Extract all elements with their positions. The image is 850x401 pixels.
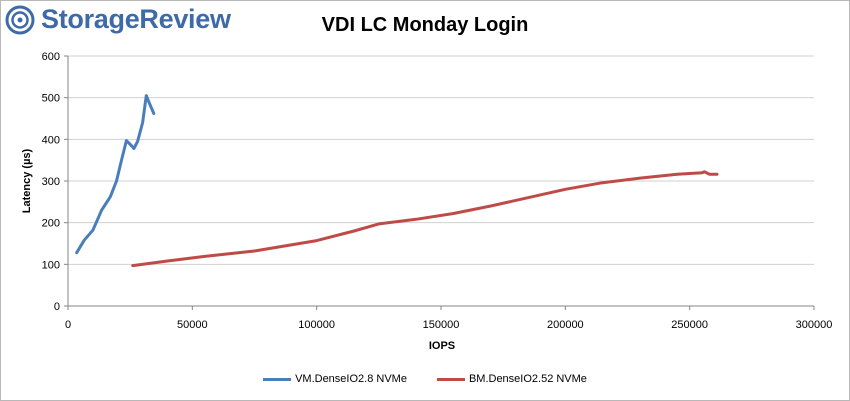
y-tick-label: 400	[42, 134, 60, 146]
x-tick-label: 100000	[298, 319, 335, 331]
x-tick-label: 300000	[796, 319, 833, 331]
series-line-0	[75, 94, 156, 255]
legend-label-vm: VM.DenseIO2.8 NVMe	[295, 373, 407, 385]
x-tick-label: 50000	[177, 319, 208, 331]
y-tick-label: 300	[42, 176, 60, 188]
grid-lines	[68, 55, 814, 265]
legend-item-bm: BM.DenseIO2.52 NVMe	[436, 373, 587, 385]
y-tick-labels: 0 100 200 300 400 500 600	[42, 51, 60, 313]
legend-swatch-vm	[263, 377, 292, 381]
y-tick-label: 200	[42, 218, 60, 230]
y-tick-label: 600	[42, 51, 60, 63]
legend-item-vm: VM.DenseIO2.8 NVMe	[263, 373, 407, 385]
x-tick-label: 150000	[423, 319, 460, 331]
y-tick-label: 100	[42, 259, 60, 271]
x-axis-label: IOPS	[429, 340, 455, 352]
y-axis-label: Latency (µs)	[21, 148, 33, 213]
x-tick-label: 0	[65, 319, 71, 331]
brand-name: StorageReview	[41, 4, 231, 34]
series-lines	[75, 94, 719, 268]
x-tick-labels: 0 50000 100000 150000 200000 250000 300000	[65, 319, 832, 331]
chart-title: VDI LC Monday Login	[321, 14, 529, 36]
y-tick-label: 500	[42, 93, 60, 105]
legend-swatch-bm	[436, 377, 465, 381]
brand-logo: StorageReview	[5, 4, 231, 35]
x-tick-label: 200000	[547, 319, 584, 331]
legend: VM.DenseIO2.8 NVMe BM.DenseIO2.52 NVMe	[0, 373, 850, 385]
y-tick-label: 0	[54, 301, 60, 313]
series-line-1	[131, 170, 719, 268]
storagereview-logo-icon	[5, 5, 35, 34]
legend-label-bm: BM.DenseIO2.52 NVMe	[468, 373, 587, 385]
axes	[64, 55, 815, 310]
x-tick-label: 250000	[671, 319, 708, 331]
